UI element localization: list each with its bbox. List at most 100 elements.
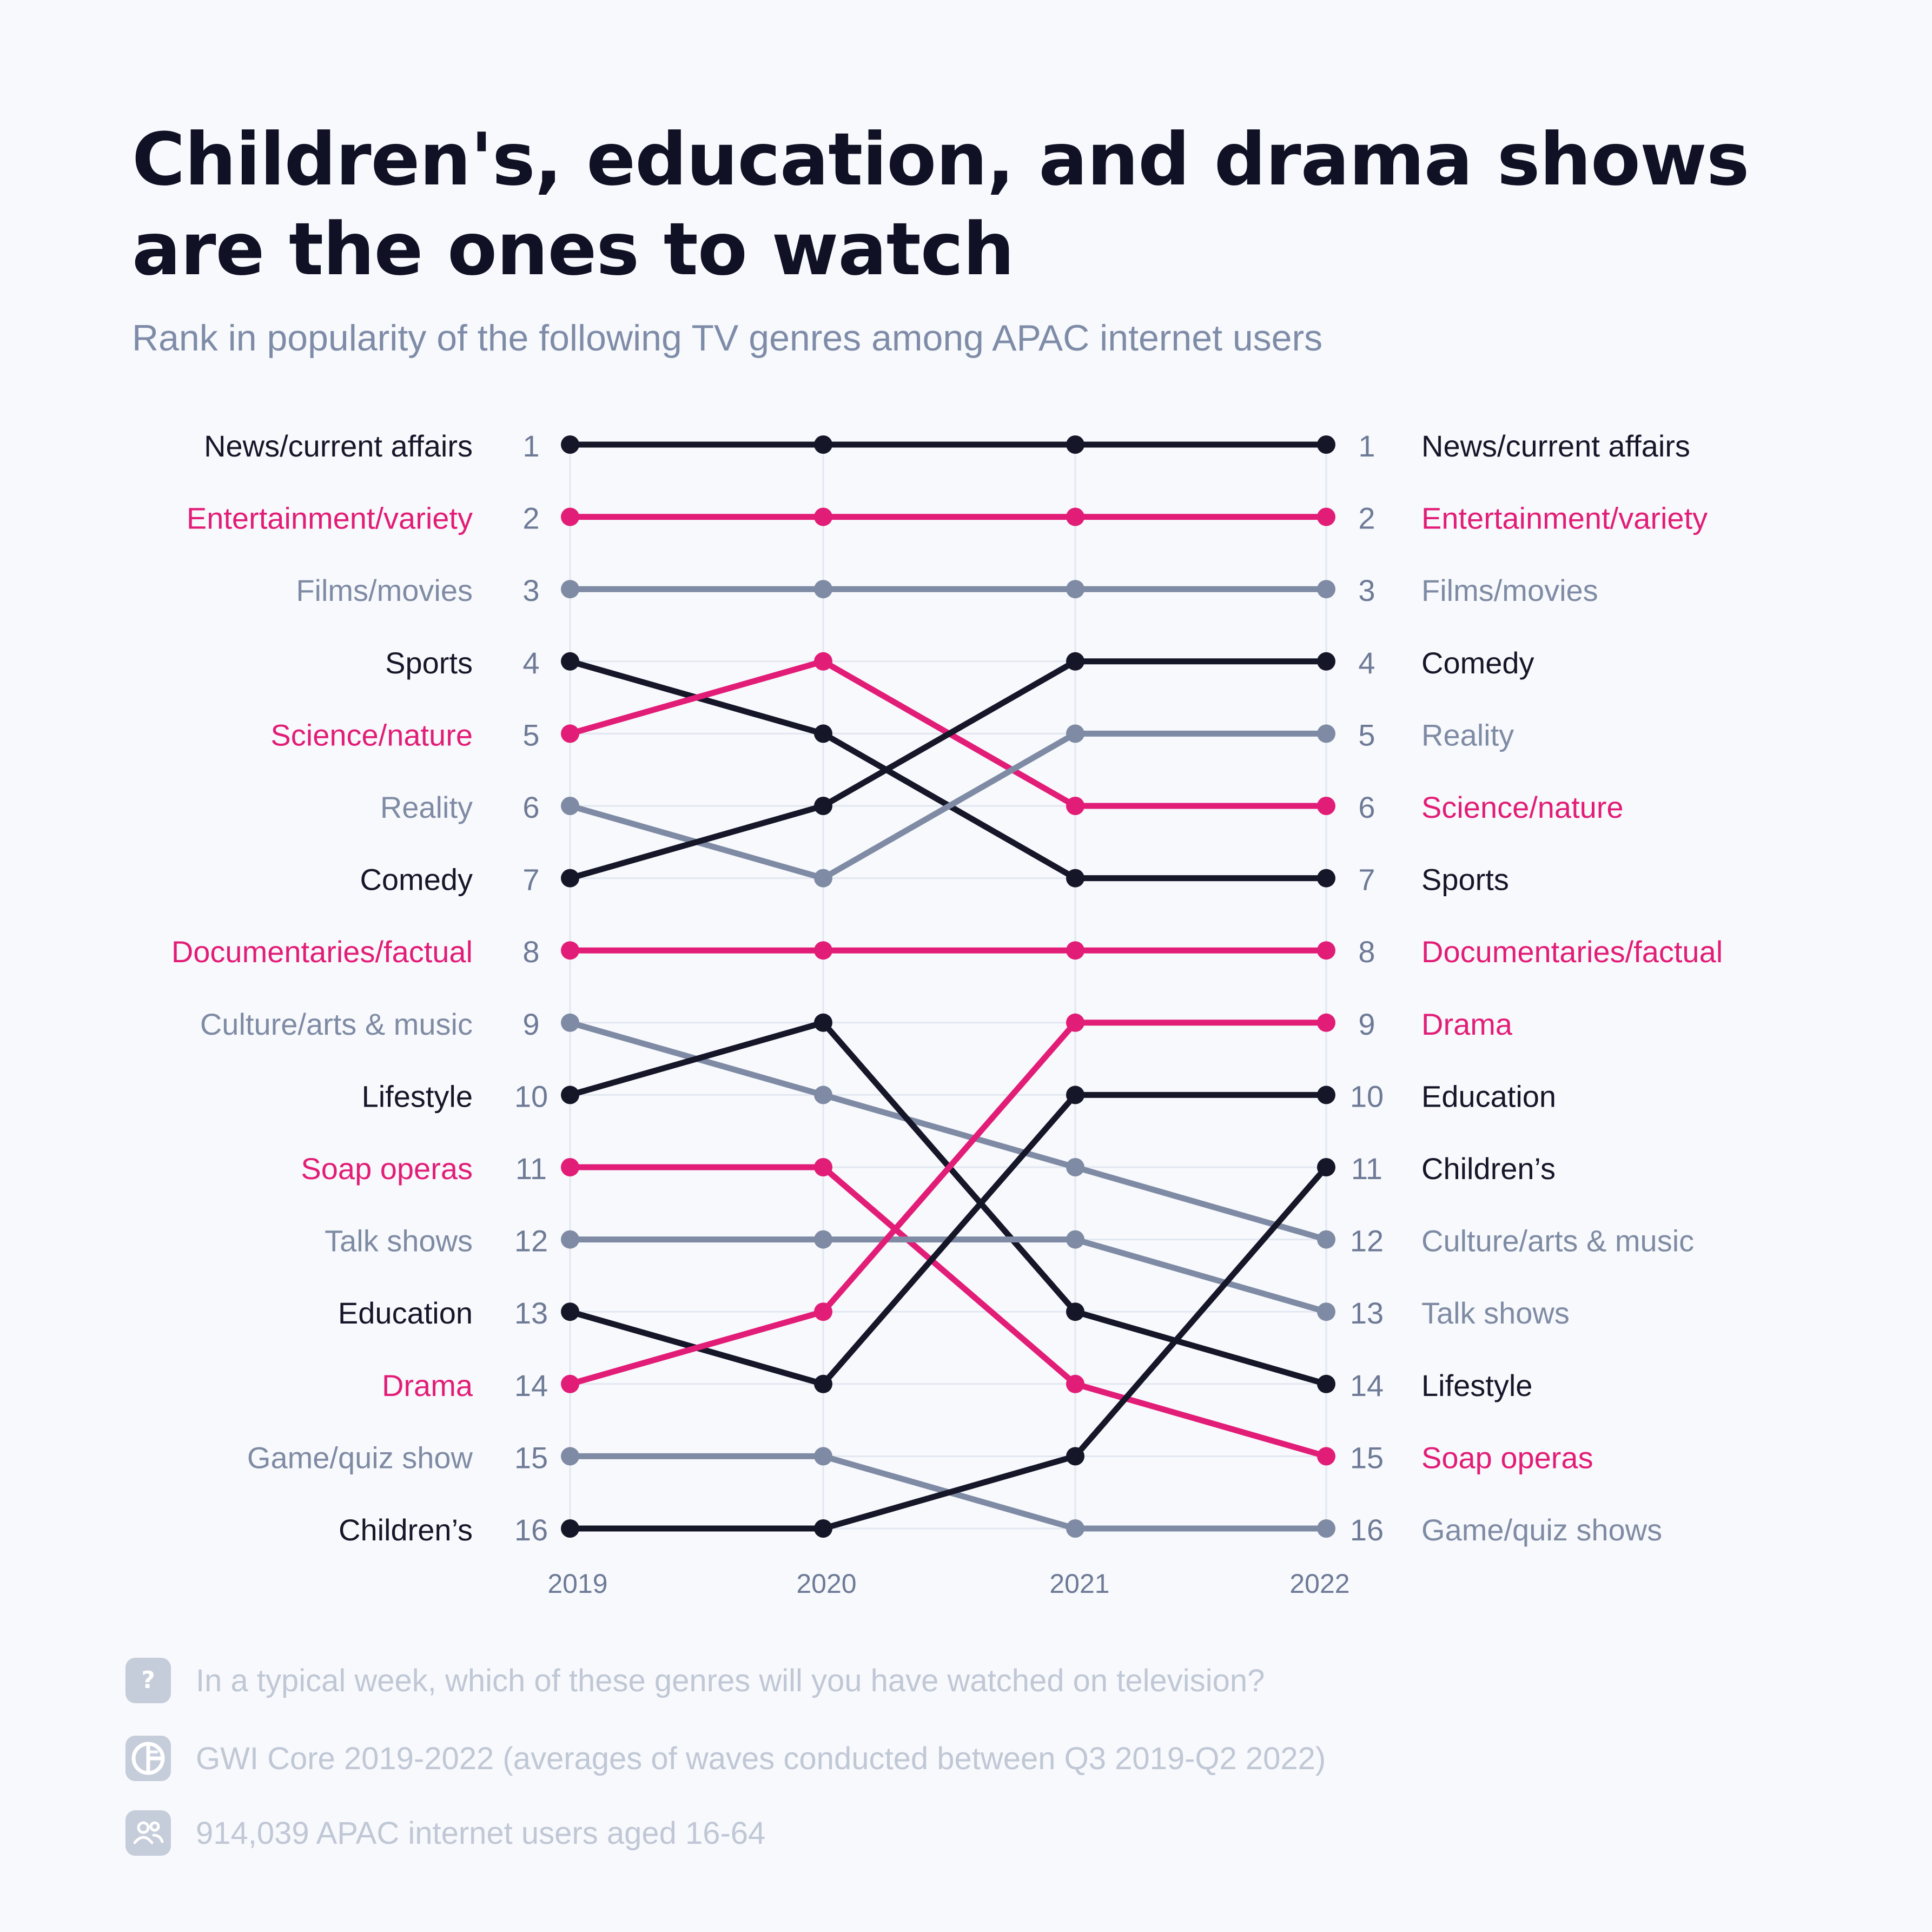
left-rank-2: 2 (522, 501, 539, 535)
point-culture-arts-music-2022 (1317, 1230, 1335, 1249)
right-label-13: Talk shows (1421, 1296, 1570, 1330)
left-rank-15: 15 (514, 1440, 548, 1474)
chart-title: Children's, education, and drama shows a… (132, 117, 1750, 292)
right-label-5: Reality (1421, 718, 1514, 752)
left-label-1: News/current affairs (204, 429, 473, 463)
left-rank-16: 16 (514, 1513, 548, 1547)
right-label-16: Game/quiz shows (1421, 1513, 1662, 1547)
point-children-s-2020 (814, 1519, 832, 1538)
right-rank-11: 11 (1351, 1152, 1382, 1186)
point-comedy-2019 (561, 869, 579, 888)
point-lifestyle-2022 (1317, 1374, 1335, 1393)
left-label-12: Talk shows (325, 1224, 473, 1258)
left-label-3: Films/movies (296, 573, 473, 607)
right-rank-8: 8 (1358, 935, 1375, 969)
right-label-11: Children’s (1421, 1152, 1556, 1186)
svg-text:?: ? (141, 1666, 155, 1694)
x-tick-2020: 2020 (796, 1569, 856, 1599)
footnote-source: GWI Core 2019-2022 (averages of waves co… (125, 1734, 1326, 1783)
left-label-15: Game/quiz show (247, 1440, 473, 1474)
point-education-2020 (814, 1374, 832, 1393)
left-rank-12: 12 (514, 1224, 548, 1258)
point-game-quiz-show-2021 (1066, 1519, 1084, 1538)
point-game-quiz-show-2019 (561, 1447, 579, 1466)
right-label-15: Soap operas (1421, 1440, 1593, 1474)
point-documentaries-factual-2019 (561, 941, 579, 960)
point-news-current-affairs-2022 (1317, 435, 1335, 454)
point-children-s-2019 (561, 1519, 579, 1538)
right-label-12: Culture/arts & music (1421, 1224, 1694, 1258)
right-label-3: Films/movies (1421, 573, 1598, 607)
right-label-1: News/current affairs (1421, 429, 1690, 463)
point-culture-arts-music-2020 (814, 1086, 832, 1104)
point-news-current-affairs-2021 (1066, 435, 1084, 454)
point-reality-2020 (814, 869, 832, 888)
point-reality-2021 (1066, 724, 1084, 743)
right-rank-2: 2 (1358, 501, 1375, 535)
point-science-nature-2021 (1066, 797, 1084, 815)
point-documentaries-factual-2020 (814, 941, 832, 960)
left-rank-5: 5 (522, 718, 539, 752)
point-entertainment-variety-2022 (1317, 507, 1335, 526)
footnote-question-text: In a typical week, which of these genres… (196, 1663, 1265, 1698)
point-game-quiz-show-2022 (1317, 1519, 1335, 1538)
series-line-culture-arts-music (567, 1020, 1329, 1243)
left-label-7: Comedy (360, 863, 473, 897)
left-rank-8: 8 (522, 935, 539, 969)
right-label-7: Sports (1421, 863, 1509, 897)
right-rank-12: 12 (1350, 1224, 1384, 1258)
point-comedy-2020 (814, 797, 832, 815)
point-soap-operas-2021 (1066, 1374, 1084, 1393)
right-rank-10: 10 (1350, 1079, 1384, 1113)
point-education-2021 (1066, 1086, 1084, 1104)
point-education-2022 (1317, 1086, 1335, 1104)
left-rank-10: 10 (514, 1079, 548, 1113)
point-soap-operas-2019 (561, 1158, 579, 1176)
point-science-nature-2020 (814, 652, 832, 671)
series-lines (567, 441, 1329, 1532)
users-icon (125, 1810, 171, 1856)
right-rank-5: 5 (1358, 718, 1375, 752)
left-label-8: Documentaries/factual (171, 935, 473, 969)
point-sports-2021 (1066, 869, 1084, 888)
point-films-movies-2022 (1317, 580, 1335, 599)
point-talk-shows-2022 (1317, 1302, 1335, 1321)
left-label-16: Children’s (339, 1513, 473, 1547)
series-line-drama (567, 1020, 1329, 1387)
right-rank-4: 4 (1358, 646, 1375, 680)
right-rank-3: 3 (1358, 573, 1375, 607)
left-label-13: Education (338, 1296, 473, 1330)
right-rank-15: 15 (1350, 1440, 1384, 1474)
point-culture-arts-music-2021 (1066, 1158, 1084, 1176)
x-tick-2019: 2019 (547, 1569, 607, 1599)
point-culture-arts-music-2019 (561, 1013, 579, 1032)
footnote-question: ? In a typical week, which of these genr… (125, 1656, 1265, 1705)
right-rank-9: 9 (1358, 1007, 1375, 1041)
x-tick-2021: 2021 (1049, 1569, 1109, 1599)
right-rank-1: 1 (1358, 429, 1375, 463)
left-label-5: Science/nature (270, 718, 473, 752)
series-line-lifestyle (567, 1020, 1329, 1387)
point-reality-2022 (1317, 724, 1335, 743)
grid (569, 444, 1327, 1530)
left-rank-7: 7 (522, 863, 539, 897)
left-label-14: Drama (382, 1368, 473, 1402)
point-drama-2021 (1066, 1013, 1084, 1032)
point-entertainment-variety-2019 (561, 507, 579, 526)
point-entertainment-variety-2020 (814, 507, 832, 526)
right-rank-6: 6 (1358, 790, 1375, 824)
left-rank-6: 6 (522, 790, 539, 824)
point-films-movies-2020 (814, 580, 832, 599)
point-soap-operas-2020 (814, 1158, 832, 1176)
point-documentaries-factual-2021 (1066, 941, 1084, 960)
point-soap-operas-2022 (1317, 1447, 1335, 1466)
right-rank-13: 13 (1350, 1296, 1384, 1330)
right-label-6: Science/nature (1421, 790, 1624, 824)
question-icon: ? (125, 1658, 171, 1703)
left-rank-11: 11 (515, 1152, 547, 1186)
point-talk-shows-2019 (561, 1230, 579, 1249)
chart-subtitle: Rank in popularity of the following TV g… (132, 317, 1323, 359)
point-films-movies-2019 (561, 580, 579, 599)
left-label-2: Entertainment/variety (187, 501, 473, 535)
